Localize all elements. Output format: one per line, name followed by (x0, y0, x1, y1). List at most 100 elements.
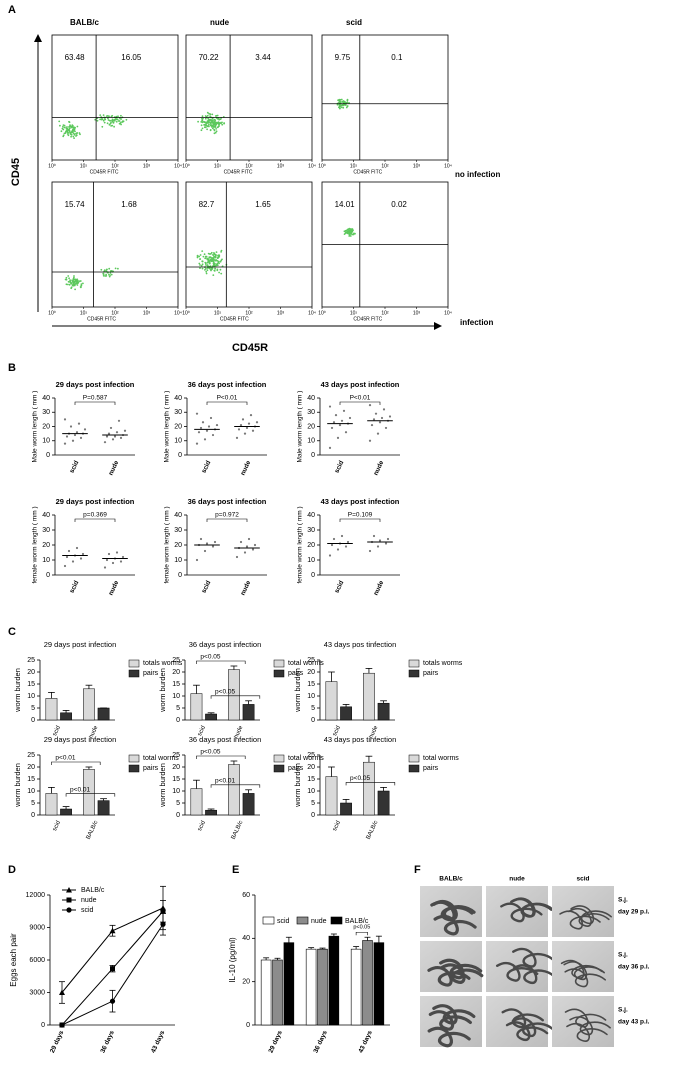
cell-dot (207, 121, 209, 124)
data-point (346, 540, 350, 544)
y-tick-label: 5 (176, 800, 180, 807)
data-point (83, 428, 87, 431)
cell-dot (218, 124, 221, 126)
bar (305, 948, 317, 1026)
data-point (338, 423, 342, 427)
y-tick-label: 15 (172, 681, 180, 688)
cell-dot (74, 288, 76, 291)
y-axis-label: female worm length ( mm ) (297, 506, 304, 583)
data-point (119, 436, 123, 439)
cell-dot (202, 117, 204, 120)
cell-dot (216, 264, 219, 267)
cell-dot (80, 285, 83, 287)
data-point (81, 552, 85, 556)
y-tick-label: 0 (311, 572, 315, 579)
legend-swatch (128, 764, 140, 773)
worm (564, 968, 607, 988)
x-tick-label: scid (201, 580, 213, 595)
x-tick-label: scid (52, 820, 62, 832)
data-point (199, 426, 203, 430)
chart-title: 43 days pos tinfection (324, 735, 397, 744)
x-tick-label: scid (332, 725, 342, 737)
y-tick-label: 0 (176, 812, 180, 819)
data-point (239, 540, 243, 544)
cell-dot (76, 132, 78, 134)
cell-dot (213, 118, 216, 121)
worm (501, 1008, 544, 1029)
cell-dot (342, 106, 345, 109)
y-axis-label: Male worm length ( mm ) (164, 391, 171, 463)
data-point (249, 414, 253, 417)
worm (511, 1017, 555, 1038)
cell-dot (75, 134, 78, 137)
cell-dot (72, 281, 74, 283)
bar (60, 808, 72, 816)
cell-dot (208, 119, 211, 122)
cell-dot (217, 117, 220, 120)
y-tick-label: 25 (27, 657, 35, 664)
cell-dot (208, 125, 210, 128)
cell-dot (72, 128, 74, 131)
cell-dot (216, 260, 219, 262)
cell-dot (125, 118, 128, 121)
bar (363, 761, 375, 816)
data-point (63, 564, 67, 568)
data-point (344, 545, 348, 548)
y-tick-label: 0 (41, 1022, 45, 1029)
cell-dot (72, 278, 75, 281)
bar (328, 935, 340, 1026)
cell-dot (79, 133, 81, 136)
cell-dot (73, 132, 75, 135)
data-point (215, 423, 219, 427)
data-point (103, 441, 107, 444)
column-header: nude (509, 876, 525, 883)
worm (510, 898, 553, 918)
bracket (65, 793, 116, 797)
chart-title: 29 days post infection (44, 640, 117, 649)
cell-dot (212, 126, 215, 128)
data-point (372, 534, 376, 538)
bar (283, 942, 295, 1026)
worm (568, 908, 610, 927)
cell-dot (68, 129, 71, 132)
cell-dot (210, 267, 213, 269)
cell-dot (60, 130, 63, 133)
data-point (239, 423, 243, 427)
cell-dot (216, 257, 219, 259)
marker (59, 1022, 65, 1028)
cell-dot (204, 262, 207, 265)
legend-label: total worms (288, 755, 324, 762)
x-tick-label: scid (69, 580, 81, 595)
bracket (196, 755, 246, 759)
x-tick-label: 10² (245, 310, 253, 316)
cell-dot (196, 256, 199, 259)
cell-dot (111, 120, 114, 123)
y-tick-label: 0 (46, 572, 50, 579)
cell-dot (216, 268, 219, 271)
x-tick-label: 10⁰ (318, 310, 326, 316)
cell-dot (350, 230, 353, 233)
data-point (370, 423, 374, 427)
data-point (380, 416, 384, 420)
cell-dot (206, 267, 209, 269)
cell-dot (199, 254, 202, 256)
cell-dot (213, 269, 216, 272)
y-axis-label: female worm length ( mm ) (164, 506, 171, 583)
x-tick-label: 10⁰ (182, 310, 190, 316)
data-point (368, 439, 372, 442)
cell-dot (204, 117, 207, 120)
data-point (344, 431, 348, 434)
x-tick-label: 10⁴ (444, 163, 452, 169)
data-point (115, 551, 119, 554)
cell-dot (201, 267, 204, 270)
y-tick-label: 40 (307, 395, 315, 402)
legend-label: pairs (288, 670, 304, 677)
data-point (251, 429, 255, 432)
worm-image (552, 996, 614, 1047)
cell-dot (67, 275, 70, 277)
y-tick-label: 25 (307, 752, 315, 759)
cell-dot (336, 103, 339, 106)
x-tick-label: 36 days (312, 1029, 329, 1054)
x-tick-label: 10⁴ (174, 163, 182, 169)
